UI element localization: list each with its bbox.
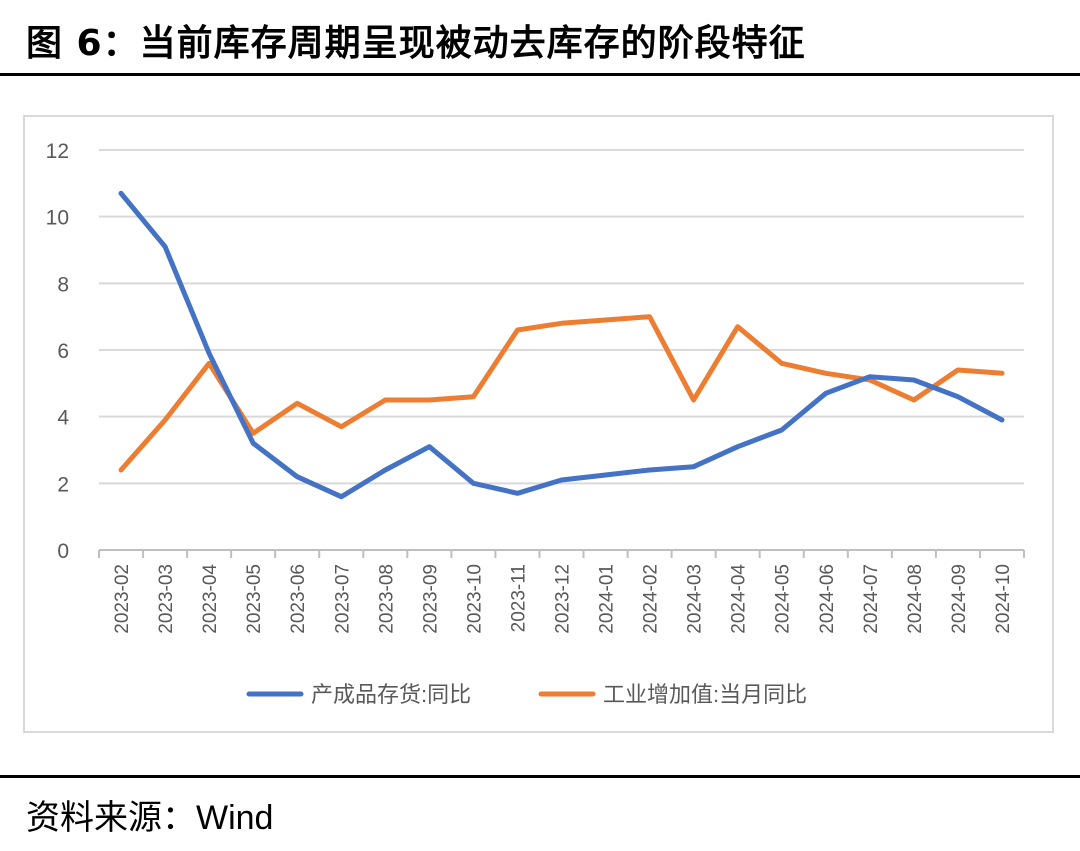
x-axis: [98, 549, 1025, 558]
x-tick-label: 2023-12: [553, 564, 574, 634]
x-tick-label: 2024-10: [993, 564, 1014, 634]
x-tick-label: 2024-08: [905, 564, 926, 634]
x-tick-label: 2023-05: [244, 564, 265, 634]
legend-label: 工业增加值:当月同比: [603, 682, 807, 707]
y-tick-label: 2: [57, 473, 69, 496]
y-axis-tick-labels: 0 2 4 6 8 10 12: [46, 140, 70, 563]
y-tick-label: 8: [57, 273, 69, 296]
x-tick-label: 2024-02: [641, 564, 662, 634]
series-line-0: [118, 190, 1005, 500]
x-tick-label: 2023-07: [332, 564, 353, 634]
legend-label: 产成品存货:同比: [311, 682, 471, 707]
legend: 产成品存货:同比 工业增加值:当月同比: [246, 682, 807, 707]
series-lines: [118, 190, 1005, 500]
source-note: 资料来源：Wind: [26, 790, 273, 839]
y-tick-label: 4: [57, 407, 69, 430]
x-tick-label: 2024-06: [817, 564, 838, 634]
x-tick-label: 2023-04: [200, 564, 221, 634]
x-tick-label: 2023-11: [508, 564, 529, 632]
y-tick-label: 6: [57, 340, 69, 363]
figure-title: 图 6：当前库存周期呈现被动去库存的阶段特征: [26, 23, 806, 64]
x-tick-label: 2024-09: [949, 564, 970, 634]
source-label: 资料来源：: [26, 798, 196, 838]
bottom-rule: [0, 775, 1080, 778]
x-tick-label: 2023-03: [156, 564, 177, 634]
source-name: Wind: [196, 799, 274, 837]
y-tick-label: 10: [46, 207, 69, 230]
x-tick-label: 2024-05: [773, 564, 794, 634]
y-tick-label: 12: [46, 140, 69, 163]
x-tick-label: 2023-08: [376, 564, 397, 634]
top-rule: [0, 73, 1080, 76]
x-axis-tick-labels: 2023-02 2023-03 2023-04 2023-05 2023-06 2023-…: [112, 564, 1014, 634]
x-tick-label: 2024-07: [861, 564, 882, 634]
x-tick-label: 2024-01: [597, 564, 618, 634]
x-tick-label: 2023-06: [288, 564, 309, 634]
x-tick-label: 2023-10: [464, 564, 485, 634]
x-tick-label: 2024-04: [729, 564, 750, 634]
series-line-1: [118, 314, 1005, 473]
x-tick-label: 2024-03: [685, 564, 706, 634]
gridlines: [99, 149, 1024, 485]
chart-container: 0 2 4 6 8 10 12 2023-02 2023-03 2023-04 2023-05 20…: [23, 115, 1054, 733]
x-tick-label: 2023-02: [112, 564, 133, 634]
y-tick-label: 0: [57, 540, 69, 563]
x-tick-label: 2023-09: [420, 564, 441, 634]
